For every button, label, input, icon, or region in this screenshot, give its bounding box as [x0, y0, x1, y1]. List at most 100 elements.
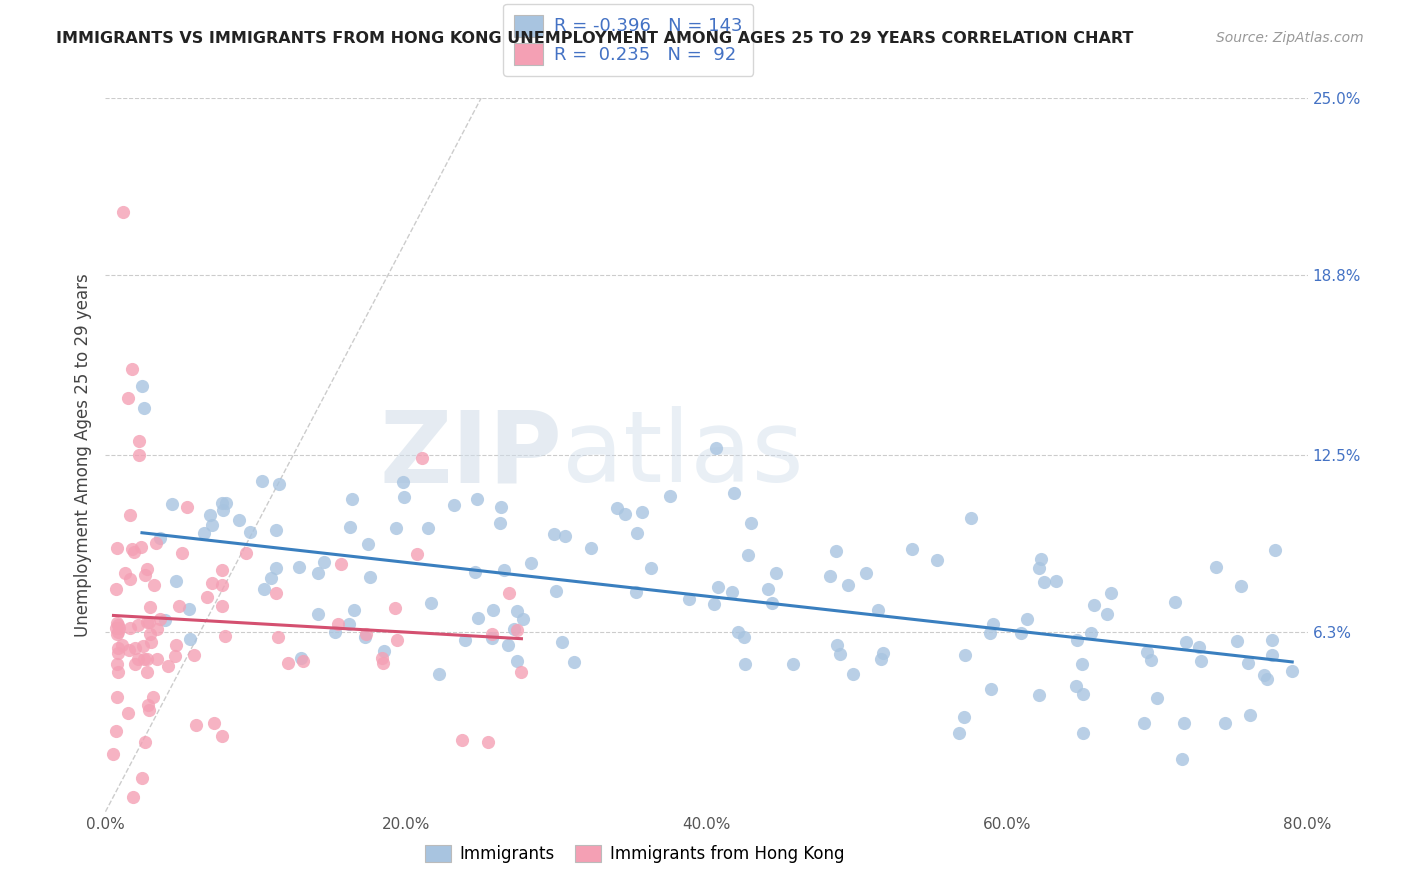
Point [855, 566, 877, 581]
Point [520, 557, 543, 571]
Point [165, 648, 187, 663]
Point [138, 703, 160, 717]
Point [128, 448, 150, 462]
Point [1205, 559, 1227, 574]
Point [107, 646, 129, 660]
Point [291, 654, 314, 668]
Point [983, 617, 1005, 632]
Point [373, 644, 395, 658]
Point [489, 500, 512, 514]
Point [419, 596, 441, 610]
Point [105, 616, 128, 631]
Point [264, 523, 287, 537]
Point [498, 585, 520, 599]
Point [124, 640, 146, 655]
Point [354, 630, 377, 644]
Point [411, 450, 433, 465]
Point [114, 566, 136, 581]
Point [339, 520, 361, 534]
Point [1226, 633, 1249, 648]
Point [387, 632, 409, 647]
Point [613, 507, 636, 521]
Text: atlas: atlas [562, 407, 804, 503]
Point [235, 546, 257, 560]
Point [870, 652, 893, 666]
Point [105, 657, 128, 672]
Point [371, 656, 394, 670]
Point [132, 401, 155, 415]
Point [733, 630, 755, 644]
Point [170, 546, 193, 560]
Point [1261, 648, 1284, 662]
Point [948, 725, 970, 739]
Point [703, 597, 725, 611]
Point [186, 718, 208, 732]
Point [117, 391, 139, 405]
Point [659, 489, 682, 503]
Point [543, 527, 565, 541]
Point [354, 626, 377, 640]
Point [406, 547, 429, 561]
Point [872, 647, 894, 661]
Point [630, 505, 652, 519]
Point [1229, 579, 1251, 593]
Point [467, 610, 489, 624]
Point [980, 681, 1002, 696]
Point [1170, 752, 1192, 766]
Point [1083, 598, 1105, 612]
Point [727, 624, 749, 639]
Legend: Immigrants, Immigrants from Hong Kong: Immigrants, Immigrants from Hong Kong [416, 837, 852, 871]
Point [142, 578, 165, 592]
Point [266, 586, 288, 600]
Point [564, 655, 586, 669]
Point [239, 525, 262, 540]
Point [162, 497, 184, 511]
Point [135, 665, 157, 679]
Point [450, 732, 472, 747]
Point [104, 582, 127, 597]
Point [118, 572, 141, 586]
Point [128, 434, 150, 448]
Point [841, 667, 863, 681]
Point [1045, 574, 1067, 589]
Point [107, 618, 129, 632]
Point [496, 638, 519, 652]
Point [267, 630, 290, 644]
Point [127, 617, 149, 632]
Point [510, 665, 533, 679]
Point [825, 544, 848, 558]
Point [260, 571, 283, 585]
Point [723, 485, 745, 500]
Point [138, 615, 160, 630]
Point [1281, 665, 1303, 679]
Point [197, 590, 219, 604]
Point [176, 500, 198, 514]
Point [136, 698, 159, 712]
Point [105, 723, 128, 738]
Point [481, 632, 503, 646]
Point [825, 638, 848, 652]
Point [214, 629, 236, 643]
Point [201, 518, 224, 533]
Point [960, 511, 983, 525]
Point [104, 621, 127, 635]
Point [720, 585, 742, 599]
Point [146, 652, 169, 666]
Point [118, 508, 141, 522]
Point [183, 648, 205, 663]
Point [267, 477, 290, 491]
Point [193, 526, 215, 541]
Point [138, 626, 160, 640]
Point [136, 615, 159, 629]
Point [149, 612, 172, 626]
Point [506, 654, 529, 668]
Point [211, 496, 233, 510]
Point [357, 536, 380, 550]
Point [118, 621, 141, 635]
Point [198, 508, 221, 522]
Point [761, 596, 783, 610]
Point [416, 520, 439, 534]
Point [765, 566, 787, 581]
Point [866, 603, 889, 617]
Y-axis label: Unemployment Among Ages 25 to 29 years: Unemployment Among Ages 25 to 29 years [73, 273, 91, 637]
